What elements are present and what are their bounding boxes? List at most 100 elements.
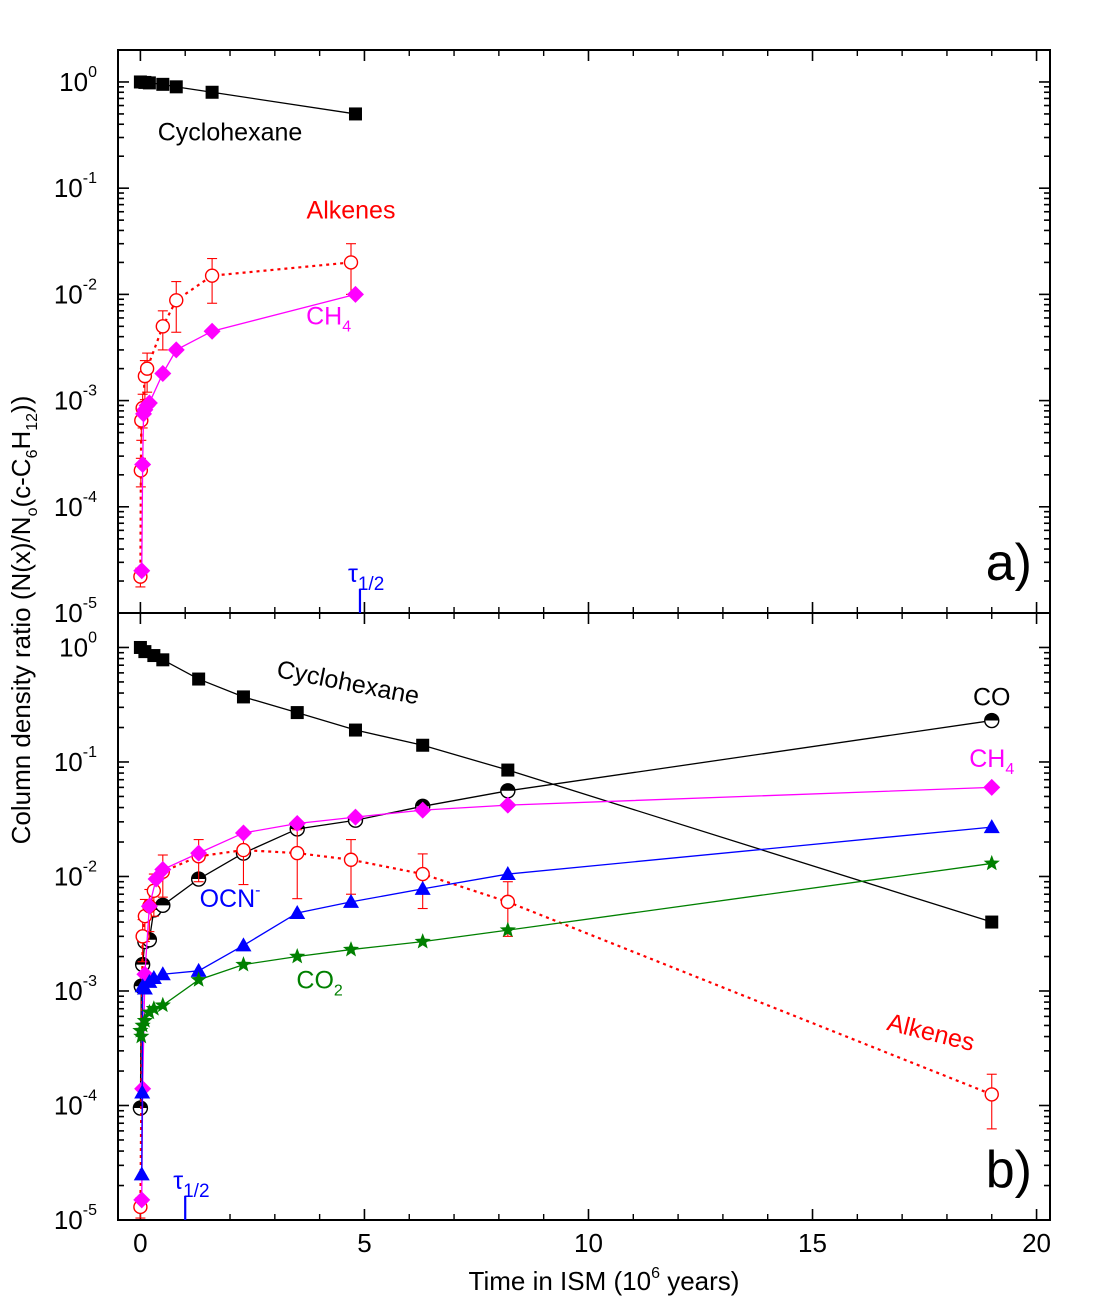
data-point xyxy=(985,915,999,929)
series-line xyxy=(141,826,992,1175)
data-point xyxy=(154,861,172,879)
data-point xyxy=(290,706,304,720)
data-point xyxy=(142,76,156,90)
data-point xyxy=(136,1012,153,1028)
plot-frame xyxy=(117,49,1051,1221)
data-point xyxy=(140,394,158,412)
series-label-a-2: CH4 xyxy=(306,303,351,336)
tau-label: τ1/2 xyxy=(173,1167,209,1202)
series-label-b-1: CO xyxy=(973,684,1011,712)
series-label-b-3: OCN- xyxy=(200,882,261,913)
y-tick-label-b-0: 10-5 xyxy=(54,1202,97,1235)
series-b-co2 xyxy=(132,854,1000,1044)
data-point xyxy=(145,969,162,984)
panel-label-a: a) xyxy=(986,534,1032,592)
plot-area-b xyxy=(132,640,1001,1219)
data-point xyxy=(133,1028,150,1044)
series-line xyxy=(139,848,993,1207)
series-line xyxy=(139,719,992,1109)
x-axis: 0 5 10 15 20 Time in ISM (106 years) xyxy=(133,1228,1051,1296)
panel-label-b: b) xyxy=(986,1141,1032,1199)
y-tick-label-b-5: 100 xyxy=(59,629,97,662)
x-axis-title: Time in ISM (106 years) xyxy=(469,1265,740,1296)
data-point xyxy=(290,845,305,861)
data-point xyxy=(155,897,171,914)
data-point xyxy=(145,1000,162,1016)
data-point xyxy=(235,956,252,972)
x-tick-label-4: 20 xyxy=(1022,1228,1051,1258)
y-ticks-a xyxy=(118,49,1050,614)
data-point xyxy=(346,808,364,826)
data-point xyxy=(983,854,1000,871)
data-point xyxy=(289,904,306,919)
data-point xyxy=(154,996,171,1013)
data-point xyxy=(501,763,515,777)
y-tick-label-b-1: 10-4 xyxy=(54,1087,97,1120)
series-b-cyclohexane xyxy=(133,640,999,929)
data-point xyxy=(984,712,1000,729)
data-point xyxy=(190,844,208,862)
y-tick-label-a-1: 10-4 xyxy=(54,489,97,522)
x-tick-label-2: 10 xyxy=(574,1228,603,1258)
data-point xyxy=(343,255,359,270)
data-point xyxy=(500,783,516,799)
data-point xyxy=(500,894,516,910)
data-point xyxy=(983,819,1000,834)
y-tick-label-b-3: 10-2 xyxy=(54,858,97,891)
data-point xyxy=(346,285,364,303)
y-axis-title-text: Column density ratio (N(x)/No(c-C6H12)) xyxy=(6,396,41,845)
data-point xyxy=(167,341,185,359)
y-tick-label-a-2: 10-3 xyxy=(54,383,97,416)
y-ticks-b xyxy=(118,612,1050,1221)
tau-half-marker-b: τ1/2 xyxy=(173,1167,210,1220)
data-point xyxy=(169,80,183,94)
y-tick-label-a-4: 10-1 xyxy=(54,170,97,203)
tau-half-marker-a: τ1/2 xyxy=(348,560,384,613)
data-point xyxy=(133,562,151,580)
series-label-a-0: Cyclohexane xyxy=(158,119,303,147)
data-point xyxy=(236,690,250,704)
data-point xyxy=(169,293,184,308)
series-b-alkenes xyxy=(133,829,999,1219)
data-point xyxy=(190,971,207,987)
data-point xyxy=(348,107,362,121)
plot-area-a xyxy=(133,75,364,588)
data-point xyxy=(156,653,170,667)
series-label-b-2: CH4 xyxy=(969,745,1014,778)
data-point xyxy=(203,322,221,340)
data-point xyxy=(414,933,431,949)
y-tick-label-a-0: 10-5 xyxy=(54,595,97,628)
data-point xyxy=(343,893,359,908)
series-label-a-1: Alkenes xyxy=(307,196,396,224)
x-tick-label-1: 5 xyxy=(357,1228,371,1258)
data-point xyxy=(348,723,362,737)
series-line xyxy=(139,862,992,1037)
y-tick-label-a-5: 100 xyxy=(59,64,97,97)
data-point xyxy=(204,268,220,283)
data-point xyxy=(499,921,516,938)
series-a-cyclohexane xyxy=(133,75,362,121)
data-point xyxy=(133,1166,150,1181)
series-b-co xyxy=(132,712,1000,1116)
x-tick-label-3: 15 xyxy=(798,1228,827,1258)
data-point xyxy=(984,1087,999,1102)
data-point xyxy=(499,796,517,814)
panel-b: 10-5 10-4 10-3 10-2 10-1 100 Cyclohexane CO CH4 O… xyxy=(54,612,1050,1235)
data-point xyxy=(499,866,516,881)
data-point xyxy=(154,364,172,382)
data-point xyxy=(141,1003,158,1020)
data-point xyxy=(156,77,170,91)
data-point xyxy=(190,962,207,977)
data-point xyxy=(235,937,252,952)
data-point xyxy=(414,880,431,895)
data-point xyxy=(133,1191,151,1209)
data-point xyxy=(415,866,430,882)
y-axis-title: Column density ratio (N(x)/No(c-C6H12)) xyxy=(6,396,41,845)
series-a-ch4 xyxy=(133,285,364,580)
data-point xyxy=(205,85,219,99)
data-point xyxy=(234,824,252,842)
y-tick-label-b-4: 10-1 xyxy=(54,744,97,777)
series-line xyxy=(141,293,356,571)
y-tick-label-a-3: 10-2 xyxy=(54,276,97,309)
